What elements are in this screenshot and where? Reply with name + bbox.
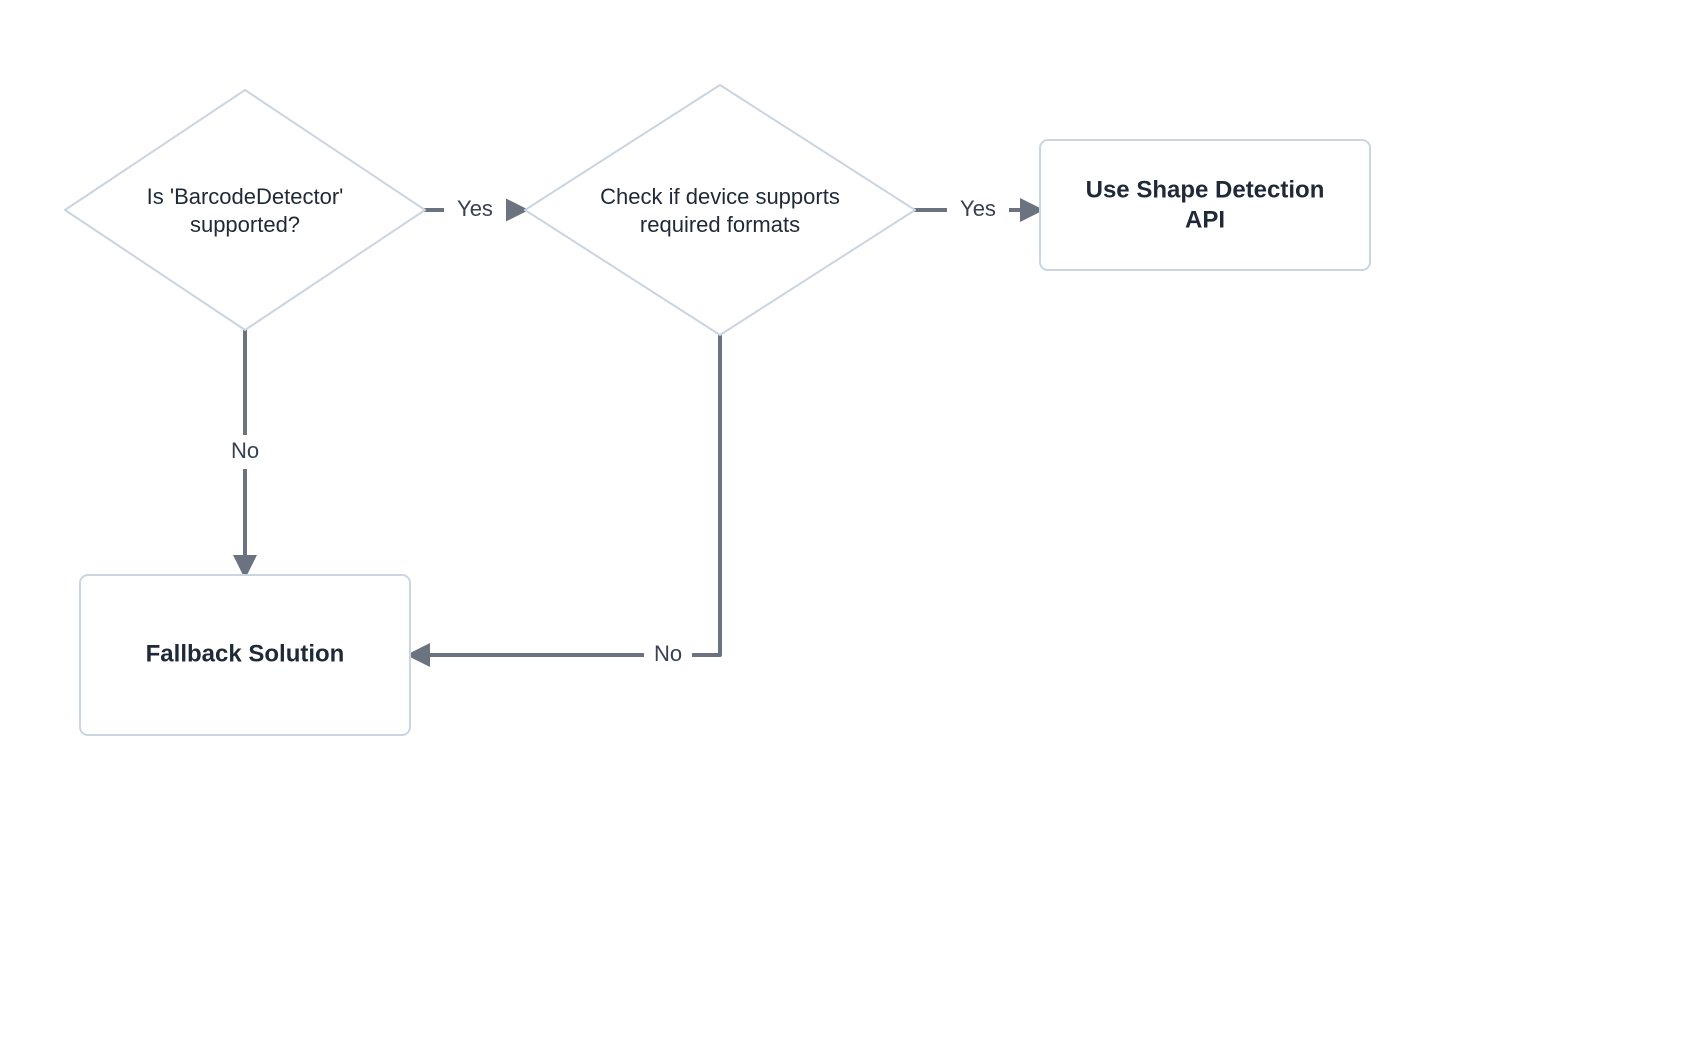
node-text-result2-l1: Fallback Solution — [146, 640, 345, 667]
node-text-result1-l2: API — [1185, 206, 1225, 233]
flowchart-canvas: Yes Yes No No Is 'BarcodeDetector' supported?… — [0, 0, 1700, 1058]
edge-label-d2-yes: Yes — [960, 196, 996, 221]
edge-label-d1-no: No — [231, 438, 259, 463]
node-text-decision1-l1: Is 'BarcodeDetector' — [147, 184, 344, 209]
node-text-decision2-l1: Check if device supports — [600, 184, 840, 209]
node-text-result1-l1: Use Shape Detection — [1086, 176, 1325, 203]
edge-label-d1-yes: Yes — [457, 196, 493, 221]
node-text-decision2-l2: required formats — [640, 212, 800, 237]
node-result1 — [1040, 140, 1370, 270]
edge-label-d2-no: No — [654, 641, 682, 666]
node-text-decision1-l2: supported? — [190, 212, 300, 237]
